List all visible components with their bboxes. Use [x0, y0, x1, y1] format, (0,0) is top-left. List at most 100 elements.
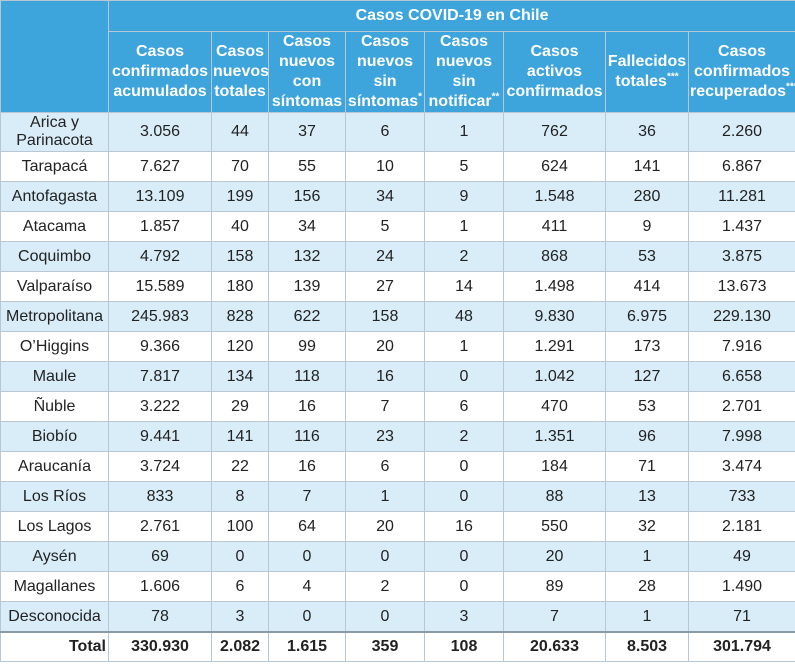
- region-name: Valparaíso: [0, 271, 109, 302]
- cell-deaths-total: 53: [605, 391, 689, 422]
- cell-new-with-symptoms: 116: [268, 421, 346, 452]
- cell-active-confirmed: 1.042: [503, 361, 606, 392]
- column-header-text: Casos confirmados recuperados: [690, 43, 791, 100]
- cell-new-with-symptoms: 4: [268, 571, 346, 602]
- cell-deaths-total: 71: [605, 451, 689, 482]
- cell-recovered: 7.916: [687, 331, 795, 362]
- cell-recovered: 1.437: [687, 211, 795, 242]
- cell-new-total: 134: [211, 361, 269, 392]
- cell-new-with-symptoms: 0: [268, 541, 346, 572]
- total-new-total: 2.082: [211, 631, 269, 662]
- header-active-confirmed: Casos activos confirmados: [503, 31, 606, 113]
- cell-recovered: 7.998: [687, 421, 795, 452]
- column-header-text: Casos nuevos con síntomas: [271, 33, 343, 110]
- cell-new-unreported: 1: [424, 331, 504, 362]
- cell-new-with-symptoms: 99: [268, 331, 346, 362]
- cell-active-confirmed: 868: [503, 241, 606, 272]
- footnote-mark: *: [418, 91, 423, 103]
- cell-new-without-symptoms: 20: [345, 331, 425, 362]
- header-confirmed-cumulative: Casos confirmados acumulados: [108, 31, 212, 113]
- cell-deaths-total: 32: [605, 511, 689, 542]
- table-row: O’Higgins 9.366 120 99 20 1 1.291 173 7.916: [0, 331, 795, 362]
- cell-deaths-total: 28: [605, 571, 689, 602]
- region-name: Aysén: [0, 541, 109, 572]
- cell-new-without-symptoms: 1: [345, 481, 425, 512]
- cell-active-confirmed: 470: [503, 391, 606, 422]
- cell-new-total: 6: [211, 571, 269, 602]
- cell-new-with-symptoms: 7: [268, 481, 346, 512]
- cell-new-unreported: 2: [424, 421, 504, 452]
- column-header-text: Casos activos confirmados: [506, 43, 603, 100]
- header-new-without-symptoms: Casos nuevos sin síntomas*: [345, 31, 425, 113]
- cell-recovered: 11.281: [687, 181, 795, 212]
- cell-recovered: 49: [687, 541, 795, 572]
- cell-new-total: 100: [211, 511, 269, 542]
- cell-new-with-symptoms: 64: [268, 511, 346, 542]
- cell-new-total: 0: [211, 541, 269, 572]
- cell-active-confirmed: 89: [503, 571, 606, 602]
- cell-new-without-symptoms: 23: [345, 421, 425, 452]
- cell-new-with-symptoms: 139: [268, 271, 346, 302]
- cell-recovered: 6.658: [687, 361, 795, 392]
- cell-deaths-total: 53: [605, 241, 689, 272]
- cell-new-with-symptoms: 132: [268, 241, 346, 272]
- table-row: Ñuble 3.222 29 16 7 6 470 53 2.701: [0, 391, 795, 422]
- cell-new-without-symptoms: 24: [345, 241, 425, 272]
- cell-confirmed-cumulative: 245.983: [108, 301, 212, 332]
- cell-active-confirmed: 1.498: [503, 271, 606, 302]
- region-name: Maule: [0, 361, 109, 392]
- cell-new-unreported: 9: [424, 181, 504, 212]
- cell-new-unreported: 0: [424, 361, 504, 392]
- cell-recovered: 733: [687, 481, 795, 512]
- cell-new-with-symptoms: 16: [268, 391, 346, 422]
- cell-new-total: 141: [211, 421, 269, 452]
- cell-new-without-symptoms: 0: [345, 541, 425, 572]
- header-recovered: Casos confirmados recuperados****: [687, 31, 795, 113]
- table-row: Tarapacá 7.627 70 55 10 5 624 141 6.867: [0, 151, 795, 182]
- region-name: Tarapacá: [0, 151, 109, 182]
- total-confirmed-cumulative: 330.930: [108, 631, 212, 662]
- cell-new-without-symptoms: 0: [345, 601, 425, 633]
- cell-deaths-total: 1: [605, 601, 689, 633]
- table-row: Metropolitana 245.983 828 622 158 48 9.830 6.97…: [0, 301, 795, 332]
- region-name: Arica y Parinacota: [0, 112, 109, 152]
- cell-new-with-symptoms: 34: [268, 211, 346, 242]
- cell-confirmed-cumulative: 13.109: [108, 181, 212, 212]
- cell-active-confirmed: 411: [503, 211, 606, 242]
- cell-new-with-symptoms: 118: [268, 361, 346, 392]
- header-new-with-symptoms: Casos nuevos con síntomas: [268, 31, 346, 113]
- cell-recovered: 2.260: [687, 112, 795, 152]
- cell-active-confirmed: 184: [503, 451, 606, 482]
- cell-deaths-total: 280: [605, 181, 689, 212]
- cell-recovered: 13.673: [687, 271, 795, 302]
- cell-deaths-total: 9: [605, 211, 689, 242]
- region-name: Biobío: [0, 421, 109, 452]
- cell-confirmed-cumulative: 1.606: [108, 571, 212, 602]
- table-row: Coquimbo 4.792 158 132 24 2 868 53 3.875: [0, 241, 795, 272]
- cell-deaths-total: 127: [605, 361, 689, 392]
- table-row: Los Lagos 2.761 100 64 20 16 550 32 2.181: [0, 511, 795, 542]
- column-header-text: Casos confirmados acumulados: [111, 43, 208, 100]
- cell-active-confirmed: 624: [503, 151, 606, 182]
- region-name: Metropolitana: [0, 301, 109, 332]
- footnote-mark: ***: [666, 71, 679, 83]
- region-name: Los Lagos: [0, 511, 109, 542]
- cell-active-confirmed: 9.830: [503, 301, 606, 332]
- cell-active-confirmed: 7: [503, 601, 606, 633]
- cell-active-confirmed: 88: [503, 481, 606, 512]
- cell-new-unreported: 0: [424, 451, 504, 482]
- region-name: Araucanía: [0, 451, 109, 482]
- cell-new-without-symptoms: 10: [345, 151, 425, 182]
- cell-new-with-symptoms: 156: [268, 181, 346, 212]
- cell-new-without-symptoms: 5: [345, 211, 425, 242]
- header-new-total: Casos nuevos totales: [211, 31, 269, 113]
- cell-recovered: 229.130: [687, 301, 795, 332]
- region-name: Coquimbo: [0, 241, 109, 272]
- cell-confirmed-cumulative: 1.857: [108, 211, 212, 242]
- cell-recovered: 2.701: [687, 391, 795, 422]
- cell-deaths-total: 414: [605, 271, 689, 302]
- cell-confirmed-cumulative: 4.792: [108, 241, 212, 272]
- table-title-row: Casos COVID-19 en Chile: [0, 0, 795, 113]
- cell-new-total: 44: [211, 112, 269, 152]
- cell-new-without-symptoms: 34: [345, 181, 425, 212]
